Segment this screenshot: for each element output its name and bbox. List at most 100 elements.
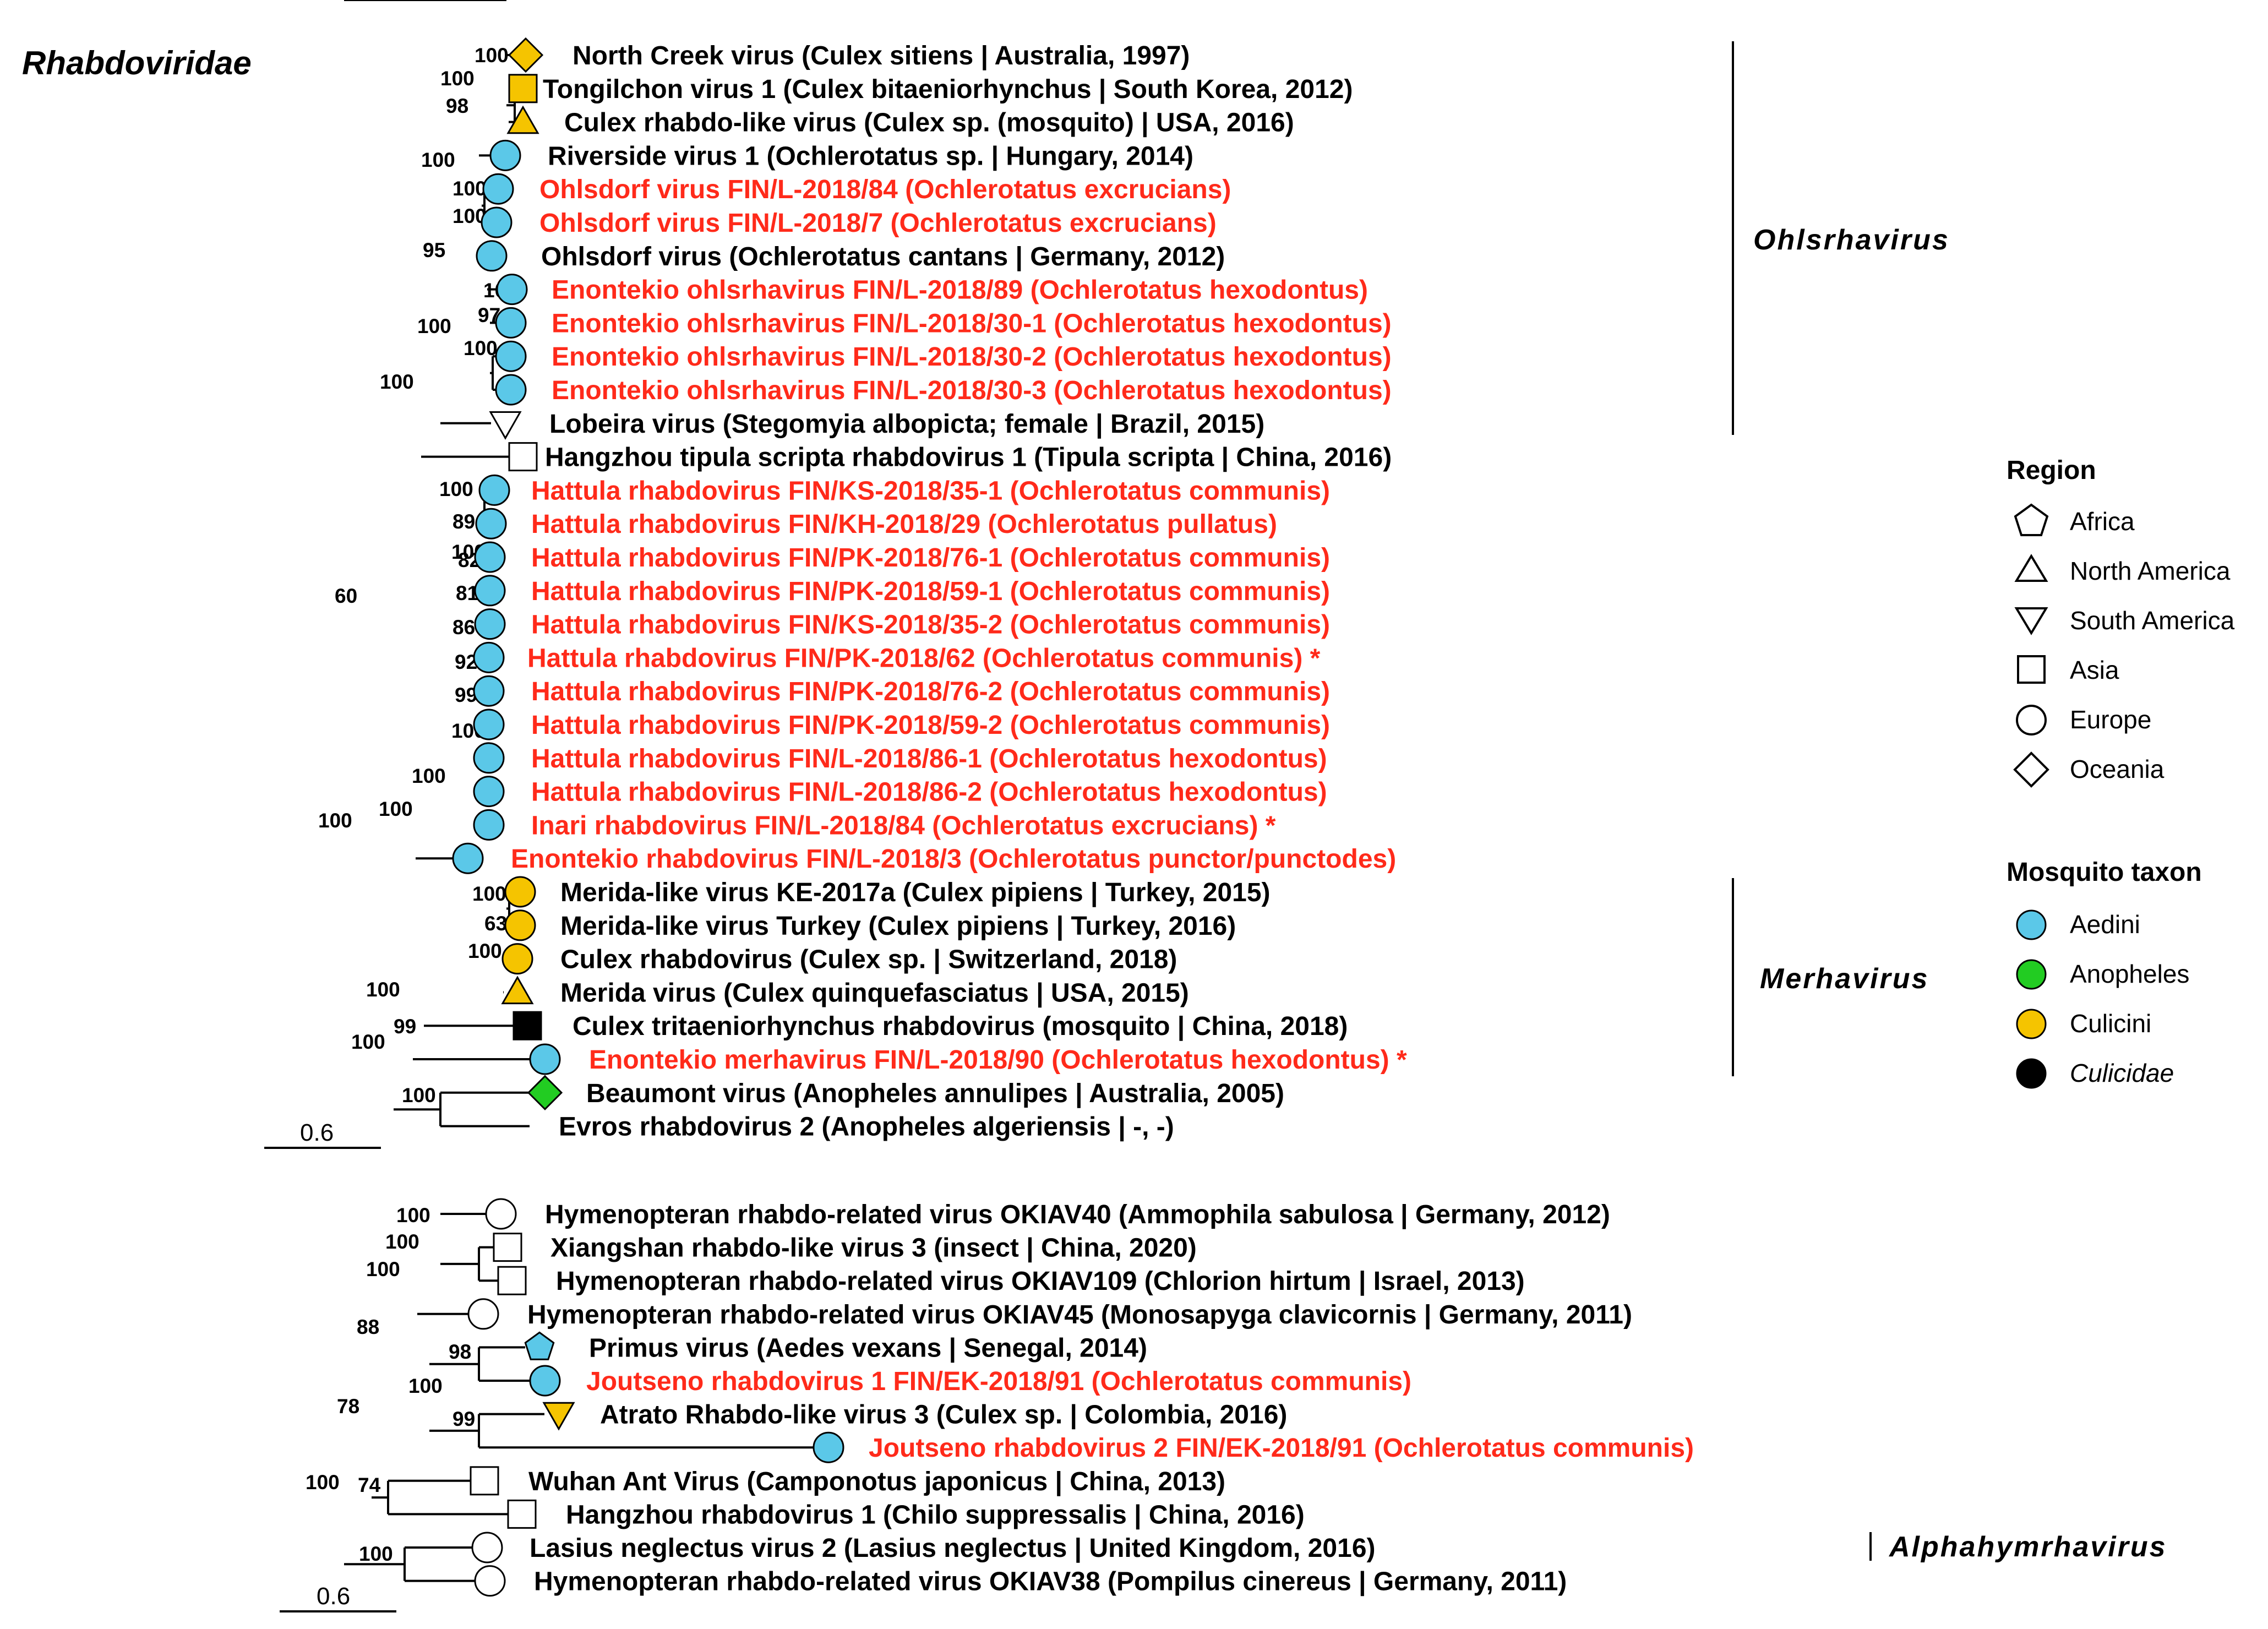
tree2-bootstrap-value: 99 <box>452 1408 475 1430</box>
tree1-tip: Hattula rhabdovirus FIN/L-2018/86-2 (Och… <box>473 776 1327 808</box>
tree1-bootstrap-value: 100 <box>412 765 446 787</box>
legend-taxon-anopheles: Anopheles <box>2070 960 2189 988</box>
legend-region-asia: Asia <box>2070 656 2119 684</box>
tree1-tip-label: Merida-like virus KE-2017a (Culex pipien… <box>560 878 1271 907</box>
tree1-tip-label: Hangzhou tipula scripta rhabdovirus 1 (T… <box>545 443 1392 472</box>
tree1-tip: Ohlsdorf virus FIN/L-2018/7 (Ochlerotatu… <box>481 206 1217 238</box>
tree1-tip-label: Hattula rhabdovirus FIN/PK-2018/62 (Ochl… <box>527 644 1321 673</box>
tree1-bootstrap-value: 100 <box>452 177 487 200</box>
tree2-tip: Hymenopteran rhabdo-related virus OKIAV4… <box>485 1198 1610 1230</box>
tree1-tip: Ohlsdorf virus FIN/L-2018/84 (Ochlerotat… <box>482 173 1231 205</box>
tree2-bootstrap-value: 100 <box>366 1258 400 1281</box>
circle-marker-icon <box>474 575 506 607</box>
scale-bar-2-label: 0.6 <box>317 1583 350 1610</box>
tree1-bootstrap-value: 100 <box>402 1084 436 1107</box>
tree1-tip: Hattula rhabdovirus FIN/KH-2018/29 (Ochl… <box>475 508 1277 540</box>
tree1-tip-label: Enontekio merhavirus FIN/L-2018/90 (Ochl… <box>589 1045 1407 1075</box>
circle-marker-icon <box>489 139 521 171</box>
tree1-tip: Merida-like virus KE-2017a (Culex pipien… <box>504 876 1271 908</box>
asia-square-icon <box>2017 655 2046 684</box>
tree1-tip-label: Evros rhabdovirus 2 (Anopheles algeriens… <box>559 1113 1174 1142</box>
tree2-bootstrap-values: 100 100 100 88 98 100 99 78 100 74 100 <box>306 1204 475 1565</box>
tree1-tip-label: Hattula rhabdovirus FIN/PK-2018/59-2 (Oc… <box>531 711 1330 740</box>
circle-marker-icon <box>813 1431 844 1463</box>
legend-region-north-america: North America <box>2070 557 2231 585</box>
legend-taxon-title: Mosquito taxon <box>2007 858 2202 887</box>
tree1-bootstrap-value: 100 <box>380 371 414 393</box>
tree2-tip: Hymenopteran rhabdo-related virus OKIAV3… <box>474 1565 1567 1597</box>
legend-region-europe: Europe <box>2070 705 2151 734</box>
tree1-bootstrap-value: 100 <box>468 940 502 962</box>
tree1-tip-label: Hattula rhabdovirus FIN/PK-2018/59-1 (Oc… <box>531 577 1330 606</box>
legend-region-oceania: Oceania <box>2070 755 2165 783</box>
tree2-tips: Hymenopteran rhabdo-related virus OKIAV4… <box>467 1198 1694 1597</box>
circle-marker-icon <box>473 776 505 808</box>
tree1-tip: Culex tritaeniorhynchus rhabdovirus (mos… <box>513 1011 1348 1041</box>
circle-marker-icon <box>504 876 536 908</box>
circle-marker-icon <box>475 508 507 540</box>
tree1-bootstrap-value: 100 <box>472 882 506 905</box>
tree2-tip: Hymenopteran rhabdo-related virus OKIAV1… <box>497 1266 1525 1296</box>
tree1-tip-label: Hattula rhabdovirus FIN/PK-2018/76-2 (Oc… <box>531 677 1330 706</box>
tree1-tip-label: Beaumont virus (Anopheles annulipes | Au… <box>586 1079 1284 1108</box>
merhavirus-label: Merhavirus <box>1760 963 1929 995</box>
tree1-tip: Enontekio rhabdovirus FIN/L-2018/3 (Ochl… <box>452 842 1396 874</box>
tree1-tip-label: Culex rhabdovirus (Culex sp. | Switzerla… <box>560 945 1177 974</box>
tree1-tip-label: Ohlsdorf virus FIN/L-2018/7 (Ochlerotatu… <box>539 209 1217 238</box>
tree2-tip-label: Primus virus (Aedes vexans | Senegal, 20… <box>589 1333 1147 1363</box>
south-america-triangle-icon <box>2014 607 2048 635</box>
circle-marker-icon <box>495 307 527 339</box>
tree2-bootstrap-value: 78 <box>337 1395 359 1418</box>
circle-marker-icon <box>474 1565 506 1597</box>
tree2-tip-label: Atrato Rhabdo-like virus 3 (Culex sp. | … <box>600 1401 1287 1430</box>
tree1-tip-label: Enontekio ohlsrhavirus FIN/L-2018/30-1 (… <box>552 309 1392 338</box>
tree2-tip-label: Joutseno rhabdovirus 2 FIN/EK-2018/91 (O… <box>869 1434 1694 1463</box>
legend-taxon-aedini: Aedini <box>2070 910 2140 939</box>
tree2-tip-label: Joutseno rhabdovirus 1 FIN/EK-2018/91 (O… <box>586 1367 1411 1396</box>
triangle-down-marker-icon <box>489 411 522 440</box>
triangle-down-marker-icon <box>542 1402 575 1431</box>
tree1-tip-label: Hattula rhabdovirus FIN/KS-2018/35-1 (Oc… <box>531 476 1330 505</box>
tree1-tip-label: Hattula rhabdovirus FIN/L-2018/86-1 (Och… <box>531 744 1327 773</box>
tree1-tip: Hattula rhabdovirus FIN/PK-2018/76-2 (Oc… <box>473 675 1330 707</box>
tree2-tip-label: Wuhan Ant Virus (Camponotus japonicus | … <box>528 1467 1225 1496</box>
tree1-bootstrap-value: 100 <box>421 149 455 171</box>
circle-marker-icon <box>473 675 505 707</box>
tree1-tip: Lobeira virus (Stegomyia albopicta; fema… <box>489 410 1264 440</box>
tree1-tips: North Creek virus (Culex sitiens | Austr… <box>452 37 1407 1142</box>
legend-taxon-culicidae: Culicidae <box>2070 1059 2174 1087</box>
tree1-tip-label: Ohlsdorf virus (Ochlerotatus cantans | G… <box>541 242 1225 271</box>
square-marker-icon <box>507 1499 537 1529</box>
north-america-triangle-icon <box>2014 554 2048 582</box>
tree1-tip: Merida virus (Culex quinquefasciatus | U… <box>501 976 1189 1007</box>
tree1-tip: Enontekio ohlsrhavirus FIN/L-2018/30-1 (… <box>495 307 1392 339</box>
tree1-tip-label: Enontekio ohlsrhavirus FIN/L-2018/30-2 (… <box>552 342 1392 372</box>
circle-marker-icon <box>474 541 506 573</box>
tree1-tip-label: Merida-like virus Turkey (Culex pipiens … <box>560 912 1236 941</box>
tree2-tip: Hangzhou rhabdovirus 1 (Chilo suppressal… <box>507 1499 1305 1529</box>
tree1-bootstrap-value: 99 <box>394 1015 416 1038</box>
triangle-up-marker-icon <box>501 976 534 1005</box>
tree1-tip: Enontekio merhavirus FIN/L-2018/90 (Ochl… <box>529 1043 1407 1075</box>
scale-bar-1-label: 0.6 <box>300 1119 334 1146</box>
circle-marker-icon <box>495 340 527 372</box>
tree1-tip-label: Lobeira virus (Stegomyia albopicta; fema… <box>549 410 1264 439</box>
tree2-tip-label: Lasius neglectus virus 2 (Lasius neglect… <box>530 1534 1376 1563</box>
tree1-tip: Hattula rhabdovirus FIN/PK-2018/62 (Ochl… <box>473 641 1321 673</box>
circle-marker-icon <box>452 842 484 874</box>
square-marker-icon <box>497 1266 527 1295</box>
ohlsrhavirus-label: Ohlsrhavirus <box>1753 224 1950 256</box>
tree2-tip-label: Xiangshan rhabdo-like virus 3 (insect | … <box>550 1234 1197 1263</box>
tree2-tip: Atrato Rhabdo-like virus 3 (Culex sp. | … <box>542 1401 1287 1431</box>
tree1-bootstrap-value: 98 <box>446 95 468 117</box>
tree1-tip: North Creek virus (Culex sitiens | Austr… <box>508 37 1190 73</box>
tree1-tip-label: Hattula rhabdovirus FIN/KS-2018/35-2 (Oc… <box>531 611 1330 640</box>
tree1-tip: Riverside virus 1 (Ochlerotatus sp. | Hu… <box>489 139 1193 171</box>
tree1-tip-label: Riverside virus 1 (Ochlerotatus sp. | Hu… <box>548 141 1193 171</box>
square-marker-icon <box>470 1466 499 1496</box>
tree1-tip-label: Inari rhabdovirus FIN/L-2018/84 (Ochlero… <box>531 811 1276 840</box>
tree1-tip-label: Hattula rhabdovirus FIN/L-2018/86-2 (Och… <box>531 778 1327 807</box>
tree1-bootstrap-value: 100 <box>439 478 473 500</box>
circle-marker-icon <box>501 943 533 975</box>
